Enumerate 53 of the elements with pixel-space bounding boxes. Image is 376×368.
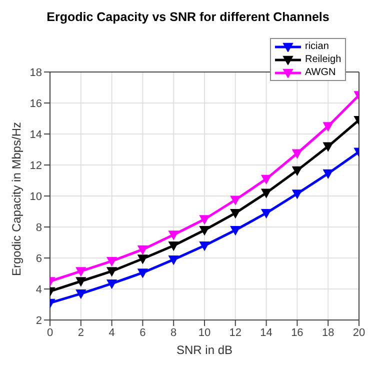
point [292, 190, 302, 199]
point [200, 226, 210, 236]
point [168, 255, 179, 265]
x-tick-label: 6 [140, 326, 146, 339]
point [106, 257, 117, 266]
x-tick-label: 0 [46, 326, 54, 339]
x-tick-label: 14 [260, 326, 272, 339]
x-tick-label: 16 [291, 326, 304, 339]
point [292, 166, 302, 176]
y-tick-label: 8 [36, 222, 42, 234]
point [292, 149, 302, 158]
y-tick-label: 18 [30, 66, 42, 79]
point [230, 208, 240, 218]
point [200, 242, 210, 251]
x-tick-label: 2 [78, 326, 84, 339]
point [261, 208, 272, 218]
x-tick-label: 18 [322, 326, 334, 339]
point [106, 267, 117, 276]
point [323, 122, 334, 132]
y-tick-label: 6 [36, 252, 42, 265]
point [230, 226, 240, 236]
y-tick-label: 16 [30, 98, 42, 110]
legend-label: Reileigh [305, 54, 342, 65]
y-tick-label: 4 [36, 284, 42, 296]
point [323, 169, 334, 179]
point [168, 230, 179, 240]
x-tick-label: 10 [198, 326, 211, 339]
point [76, 290, 86, 299]
y-tick-label: 14 [30, 128, 42, 141]
point [106, 279, 117, 289]
point [138, 268, 148, 278]
point [200, 215, 210, 224]
x-tick-label: 20 [352, 326, 366, 339]
y-axis-title: Ergodic Capacity in Mbps/Hz [9, 122, 24, 276]
point [261, 174, 272, 184]
y-tick-label: 10 [30, 190, 42, 203]
x-axis-title: SNR in dB [176, 343, 233, 357]
chart-title: Ergodic Capacity vs SNR for different Channels [46, 10, 330, 24]
y-tick-label: 2 [36, 314, 42, 327]
x-tick-label: 12 [229, 326, 242, 339]
point [138, 245, 148, 254]
point [168, 242, 179, 251]
point [76, 277, 86, 286]
x-tick-label: 8 [170, 326, 177, 339]
point [230, 196, 240, 205]
point [261, 188, 272, 198]
point [76, 267, 86, 276]
legend-label: rician [305, 41, 329, 52]
point [323, 142, 334, 152]
legend-label: AWGN [305, 67, 336, 78]
point [138, 254, 148, 264]
x-tick-label: 4 [108, 326, 115, 339]
y-tick-label: 12 [30, 160, 42, 172]
